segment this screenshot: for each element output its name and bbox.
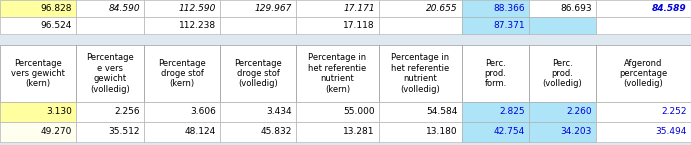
Text: 54.584: 54.584 [426, 107, 458, 116]
Bar [529, 102, 596, 122]
Text: 3.130: 3.130 [46, 107, 72, 116]
Bar [529, 17, 596, 34]
Bar [379, 122, 462, 142]
Text: 3.434: 3.434 [266, 107, 292, 116]
Bar [296, 17, 379, 34]
Bar [379, 102, 462, 122]
Bar [379, 0, 462, 17]
Text: 2.256: 2.256 [114, 107, 140, 116]
Text: Perc.
prod.
(volledig): Perc. prod. (volledig) [542, 59, 583, 88]
Bar [76, 102, 144, 122]
Text: 34.203: 34.203 [560, 127, 592, 136]
Text: Percentage
droge stof
(volledig): Percentage droge stof (volledig) [234, 59, 282, 88]
Bar [220, 45, 296, 102]
Text: 55.000: 55.000 [343, 107, 375, 116]
Bar [462, 122, 529, 142]
Text: 96.828: 96.828 [40, 4, 72, 13]
Text: 96.524: 96.524 [41, 21, 72, 30]
Text: 17.118: 17.118 [343, 21, 375, 30]
Bar [0, 0, 76, 17]
Text: 112.238: 112.238 [179, 21, 216, 30]
Text: 2.260: 2.260 [566, 107, 592, 116]
Bar [220, 17, 296, 34]
Bar [144, 102, 220, 122]
Bar [379, 45, 462, 102]
Text: Percentage
droge stof
(kern): Percentage droge stof (kern) [158, 59, 206, 88]
Text: Perc.
prod.
form.: Perc. prod. form. [484, 59, 507, 88]
Text: 84.589: 84.589 [652, 4, 687, 13]
Text: 88.366: 88.366 [493, 4, 525, 13]
Text: 2.252: 2.252 [661, 107, 687, 116]
Bar [596, 45, 691, 102]
Text: 2.825: 2.825 [499, 107, 525, 116]
Text: 13.180: 13.180 [426, 127, 458, 136]
Text: 49.270: 49.270 [41, 127, 72, 136]
Text: Afgerond
percentage
(volledig): Afgerond percentage (volledig) [619, 59, 668, 88]
Text: 45.832: 45.832 [261, 127, 292, 136]
Bar [529, 122, 596, 142]
Text: 87.371: 87.371 [493, 21, 525, 30]
Text: 42.754: 42.754 [493, 127, 525, 136]
Bar [296, 0, 379, 17]
Bar [296, 102, 379, 122]
Text: Percentage in
het referentie
nutrient
(kern): Percentage in het referentie nutrient (k… [308, 53, 367, 94]
Text: 35.512: 35.512 [108, 127, 140, 136]
Bar [220, 0, 296, 17]
Bar [0, 17, 76, 34]
Bar [76, 122, 144, 142]
Bar [296, 45, 379, 102]
Bar [0, 102, 76, 122]
Bar [144, 0, 220, 17]
Text: 112.590: 112.590 [178, 4, 216, 13]
Bar [0, 34, 691, 45]
Bar [529, 45, 596, 102]
Bar [144, 122, 220, 142]
Bar [144, 45, 220, 102]
Text: Percentage in
het referentie
nutrient
(volledig): Percentage in het referentie nutrient (v… [391, 53, 450, 94]
Bar [596, 0, 691, 17]
Bar [462, 102, 529, 122]
Bar [462, 0, 529, 17]
Bar [596, 122, 691, 142]
Text: 84.590: 84.590 [108, 4, 140, 13]
Text: 17.171: 17.171 [343, 4, 375, 13]
Bar [462, 45, 529, 102]
Text: Percentage
vers gewicht
(kern): Percentage vers gewicht (kern) [11, 59, 65, 88]
Bar [529, 0, 596, 17]
Bar [76, 17, 144, 34]
Bar [220, 122, 296, 142]
Bar [296, 122, 379, 142]
Bar [220, 102, 296, 122]
Text: 20.655: 20.655 [426, 4, 458, 13]
Text: 35.494: 35.494 [656, 127, 687, 136]
Text: 48.124: 48.124 [184, 127, 216, 136]
Text: 13.281: 13.281 [343, 127, 375, 136]
Bar [76, 45, 144, 102]
Bar [76, 0, 144, 17]
Bar [596, 102, 691, 122]
Bar [379, 17, 462, 34]
Bar [0, 45, 76, 102]
Text: 3.606: 3.606 [190, 107, 216, 116]
Bar [596, 17, 691, 34]
Bar [0, 122, 76, 142]
Text: 86.693: 86.693 [560, 4, 592, 13]
Text: 129.967: 129.967 [254, 4, 292, 13]
Bar [462, 17, 529, 34]
Text: Percentage
e vers
gewicht
(volledig): Percentage e vers gewicht (volledig) [86, 53, 134, 94]
Bar [144, 17, 220, 34]
